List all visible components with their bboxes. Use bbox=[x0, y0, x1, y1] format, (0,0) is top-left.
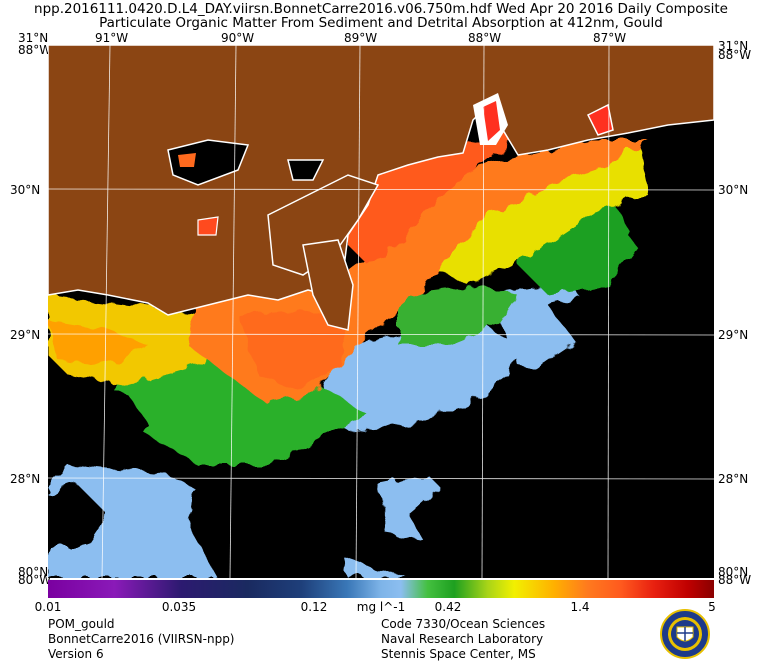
lon-label: 87°W bbox=[593, 31, 627, 45]
graticule bbox=[48, 45, 714, 578]
lon-label: 88°W bbox=[468, 31, 502, 45]
corner-label: 80°N bbox=[18, 565, 49, 579]
map-subtitle: Particulate Organic Matter From Sediment… bbox=[99, 15, 663, 31]
colorbar-tick: 0.01 bbox=[34, 600, 62, 614]
map-title: npp.2016111.0420.D.L4_DAY.viirsn.BonnetC… bbox=[34, 1, 728, 17]
corner-label: 80°W bbox=[18, 573, 52, 587]
footer-version: Version 6 bbox=[48, 647, 104, 661]
lat-label: 28°N bbox=[718, 472, 749, 486]
nrl-logo-seal bbox=[660, 609, 710, 659]
lat-label: 29°N bbox=[718, 328, 749, 342]
lat-label: 30°N bbox=[718, 183, 749, 197]
lon-label: 90°W bbox=[221, 31, 255, 45]
lat-label: 28°N bbox=[10, 472, 41, 486]
colorbar-units: mg l^-1 bbox=[356, 600, 406, 614]
lon-label: 89°W bbox=[344, 31, 378, 45]
lat-label: 30°N bbox=[10, 183, 41, 197]
map-image bbox=[48, 45, 714, 578]
footer-org-location: Stennis Space Center, MS bbox=[381, 647, 536, 661]
satellite-map bbox=[48, 45, 714, 578]
lat-label: 29°N bbox=[10, 328, 41, 342]
colorbar-tick: 0.035 bbox=[161, 600, 197, 614]
colorbar-tick: 0.42 bbox=[434, 600, 462, 614]
footer-org-code: Code 7330/Ocean Sciences bbox=[381, 617, 546, 631]
colorbar-tick: 0.12 bbox=[300, 600, 328, 614]
colorbar-tick: 5 bbox=[708, 600, 716, 614]
corner-label: 88°W bbox=[718, 573, 752, 587]
corner-label: 88°W bbox=[18, 43, 52, 57]
lon-label: 91°W bbox=[95, 31, 129, 45]
colorbar-tick: 1.4 bbox=[570, 600, 590, 614]
corner-label: 88°W bbox=[718, 48, 752, 62]
cloud-mask bbox=[48, 135, 714, 578]
land-mass bbox=[48, 45, 714, 331]
corner-label: 31°N bbox=[718, 39, 749, 53]
footer-region: BonnetCarre2016 (VIIRSN-npp) bbox=[48, 632, 235, 646]
footer-product: POM_gould bbox=[48, 617, 115, 631]
corner-label: 31°N bbox=[18, 31, 49, 45]
colorbar bbox=[48, 580, 714, 598]
footer-org-name: Naval Research Laboratory bbox=[381, 632, 544, 646]
corner-label: 80°N bbox=[718, 565, 749, 579]
